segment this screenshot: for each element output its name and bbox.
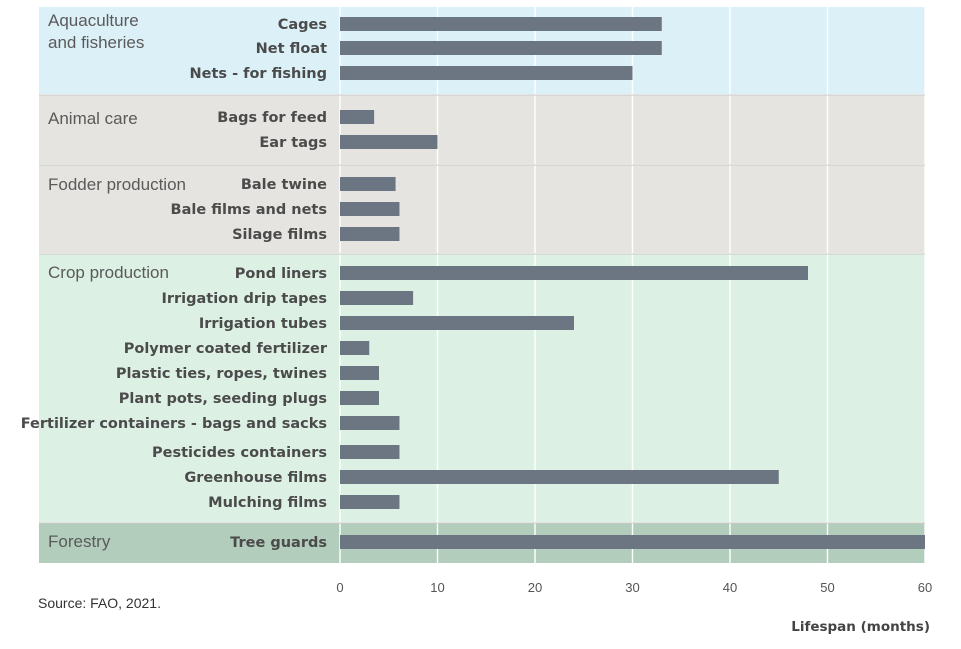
group-label: Fodder production [48,175,186,194]
category-label-irrigation-drip-tapes: Irrigation drip tapes [161,291,327,307]
bar-silage-films [340,227,400,241]
bar-bale-twine [340,177,396,191]
bar-bale-films-and-nets [340,202,400,216]
tick-label-60: 60 [918,580,932,595]
tick-label-30: 30 [625,580,639,595]
bar-pesticides-containers [340,445,400,459]
tick-label-50: 50 [820,580,834,595]
bar-cages [340,17,662,31]
tick-label-0: 0 [336,580,343,595]
category-label-pond-liners: Pond liners [235,266,327,282]
bar-greenhouse-films [340,470,779,484]
category-label-plant-pots-seeding-plugs: Plant pots, seeding plugs [119,391,327,407]
group-label: Forestry [48,532,111,551]
bar-irrigation-tubes [340,316,574,330]
category-label-greenhouse-films: Greenhouse films [184,470,327,486]
category-label-mulching-films: Mulching films [208,495,327,511]
category-label-polymer-coated-fertilizer: Polymer coated fertilizer [124,341,328,357]
tick-label-40: 40 [723,580,737,595]
category-label-cages: Cages [278,17,327,33]
category-label-ear-tags: Ear tags [259,135,327,151]
category-label-tree-guards: Tree guards [230,535,327,551]
bar-irrigation-drip-tapes [340,291,414,305]
bar-fertilizer-containers-bags-and-sacks [340,416,400,430]
tick-label-10: 10 [430,580,444,595]
source-note: Source: FAO, 2021. [38,595,161,611]
panel-fodder-production [39,165,925,253]
bar-plastic-ties-ropes-twines [340,366,379,380]
category-label-net-float: Net float [256,41,327,57]
category-label-fertilizer-containers-bags-and-sacks: Fertilizer containers - bags and sacks [21,416,327,432]
bar-nets-for-fishing [340,66,633,80]
bar-plant-pots-seeding-plugs [340,391,379,405]
bar-net-float [340,41,662,55]
category-label-bags-for-feed: Bags for feed [217,110,327,126]
category-label-irrigation-tubes: Irrigation tubes [199,316,327,332]
bar-pond-liners [340,266,808,280]
bar-bags-for-feed [340,110,375,124]
category-label-bale-films-and-nets: Bale films and nets [171,202,327,218]
x-axis-title: Lifespan (months) [791,619,930,635]
group-label: Animal care [48,109,138,128]
bar-polymer-coated-fertilizer [340,341,370,355]
category-label-nets-for-fishing: Nets - for fishing [190,66,328,82]
category-label-plastic-ties-ropes-twines: Plastic ties, ropes, twines [116,366,327,382]
bar-mulching-films [340,495,400,509]
category-label-pesticides-containers: Pesticides containers [152,445,327,461]
category-label-bale-twine: Bale twine [241,177,327,193]
bar-ear-tags [340,135,438,149]
category-label-silage-films: Silage films [232,227,327,243]
panel-animal-care [39,95,925,164]
group-label: and fisheries [48,33,144,52]
tick-label-20: 20 [528,580,542,595]
bar-tree-guards [340,535,925,549]
group-label: Aquaculture [48,11,139,30]
group-label: Crop production [48,263,169,282]
